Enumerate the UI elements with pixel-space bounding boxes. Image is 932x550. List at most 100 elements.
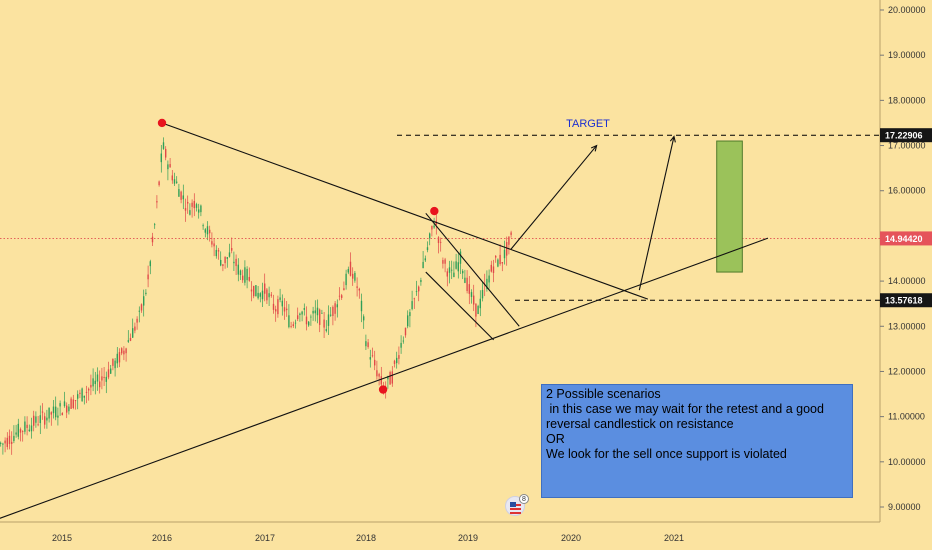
arrow-head xyxy=(590,144,598,152)
candle-body xyxy=(506,242,508,256)
candle-body xyxy=(363,316,365,321)
candle-body xyxy=(371,355,374,357)
candle-body xyxy=(99,381,101,388)
candle-body xyxy=(211,241,213,245)
x-tick-label: 2016 xyxy=(152,533,172,543)
candle-body xyxy=(114,360,116,369)
candle-body xyxy=(264,283,266,294)
price-axis-background xyxy=(880,0,932,550)
candle-body xyxy=(398,355,400,359)
candle-body xyxy=(272,303,275,310)
candle-body xyxy=(391,371,393,384)
candle-body xyxy=(222,264,224,267)
pivot-marker xyxy=(157,118,167,128)
candle-body xyxy=(173,179,176,184)
candle-body xyxy=(169,164,171,168)
candle-body xyxy=(299,313,301,316)
candle-body xyxy=(319,309,321,325)
price-tag-box xyxy=(880,293,932,308)
candle-body xyxy=(79,392,81,395)
x-tick-label: 2020 xyxy=(561,533,581,543)
candle-body xyxy=(132,328,134,338)
candle-body xyxy=(246,268,248,281)
candle-body xyxy=(149,261,151,267)
candle-body xyxy=(2,443,4,445)
candle-body xyxy=(220,259,222,266)
trendline-support xyxy=(0,237,769,519)
candle-body xyxy=(404,327,407,336)
candle-body xyxy=(147,274,149,280)
price-tag-label: 14.94420 xyxy=(885,234,923,244)
note-line: We look for the sell once support is vio… xyxy=(546,447,787,461)
y-tick-label: 10.00000 xyxy=(888,457,926,467)
y-tick-label: 18.00000 xyxy=(888,95,926,105)
candle-body xyxy=(154,224,156,226)
candle-body xyxy=(85,391,88,393)
candle-body xyxy=(136,318,138,323)
candle-body xyxy=(415,291,418,293)
candle-body xyxy=(444,259,446,264)
candle-body xyxy=(407,315,409,327)
candle-body xyxy=(123,350,125,355)
candle-body xyxy=(354,272,356,281)
candle-body xyxy=(488,275,490,283)
target-zone-box xyxy=(716,140,743,273)
candle-body xyxy=(266,289,268,301)
candle-body xyxy=(178,189,180,197)
candle-body xyxy=(110,368,112,374)
candle-body xyxy=(308,321,310,326)
candle-body xyxy=(72,399,74,408)
candle-body xyxy=(477,305,479,314)
candle-body xyxy=(393,360,396,364)
candle-body xyxy=(30,425,33,432)
candle-body xyxy=(292,324,294,327)
candle-body xyxy=(378,373,380,377)
candle-body xyxy=(24,421,26,432)
price-tag-label: 17.22906 xyxy=(885,131,923,141)
candle-body xyxy=(204,229,206,233)
candle-body xyxy=(257,292,259,299)
candle-body xyxy=(200,205,202,213)
candle-body xyxy=(239,270,242,275)
candle-body xyxy=(433,225,435,228)
candle-body xyxy=(253,285,255,297)
candle-body xyxy=(151,236,154,243)
candle-body xyxy=(356,286,358,288)
candle-body xyxy=(140,304,143,311)
pivot-marker xyxy=(378,385,388,394)
candle-body xyxy=(312,310,314,314)
candle-body xyxy=(127,340,129,342)
candle-body xyxy=(277,299,279,315)
candle-body xyxy=(420,280,422,283)
candle-body xyxy=(8,435,11,444)
candle-body xyxy=(424,258,426,261)
candle-body xyxy=(352,273,354,279)
candle-body xyxy=(57,415,59,418)
candle-body xyxy=(125,348,127,354)
candle-body xyxy=(0,442,2,444)
candle-body xyxy=(184,208,187,211)
candle-body xyxy=(481,290,484,299)
note-line: reversal candlestick on resistance xyxy=(546,417,734,431)
candle-body xyxy=(468,284,470,294)
candle-body xyxy=(176,181,178,183)
candle-body xyxy=(160,153,162,163)
price-tag-box xyxy=(880,231,932,246)
candle-body xyxy=(387,376,389,380)
candle-body xyxy=(402,340,404,342)
candle-body xyxy=(448,267,451,273)
candle-body xyxy=(508,236,510,245)
candle-body xyxy=(499,254,501,265)
candle-body xyxy=(94,380,96,385)
candle-body xyxy=(316,307,319,316)
us-flag-icon[interactable]: 8 xyxy=(505,494,529,516)
candle-body xyxy=(92,378,94,387)
candle-body xyxy=(325,329,327,331)
candle-body xyxy=(321,312,323,314)
y-tick-label: 12.00000 xyxy=(888,366,926,376)
x-tick-label: 2021 xyxy=(664,533,684,543)
x-tick-label: 2018 xyxy=(356,533,376,543)
candle-body xyxy=(358,288,360,291)
